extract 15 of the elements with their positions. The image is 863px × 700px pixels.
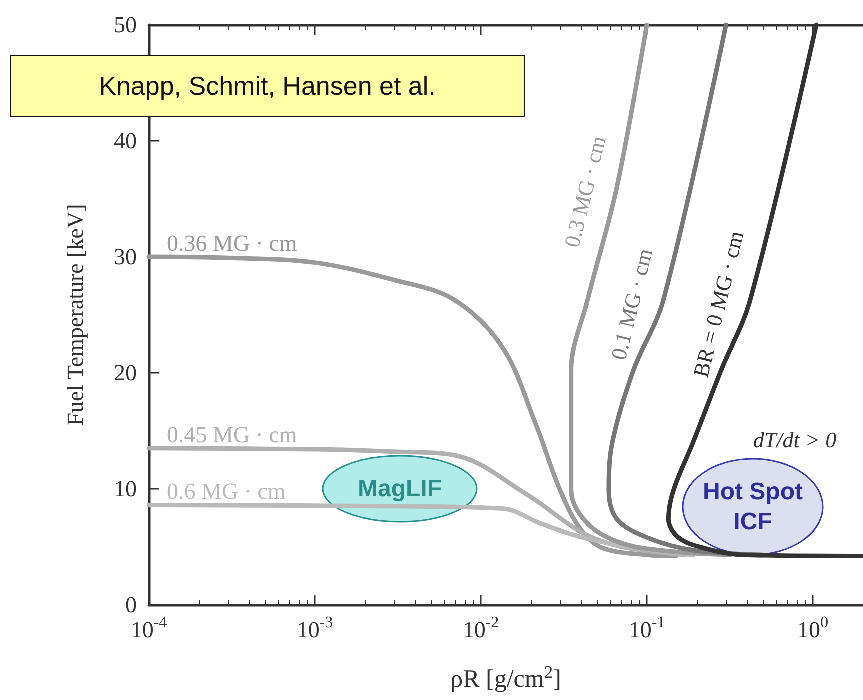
series-label: 0.45 MG · cm [167, 422, 298, 448]
y-tick-label: 20 [114, 360, 137, 386]
y-tick-label: 30 [114, 244, 137, 270]
annotation: Hot Spot ICF [703, 478, 803, 536]
y-tick-label: 0 [126, 592, 137, 618]
text: BR = 0 MG · cm [688, 228, 749, 380]
y-tick-label: 50 [114, 12, 137, 38]
annotation: dT/dt > 0 [753, 428, 837, 452]
annotation: MagLIF [358, 476, 442, 502]
y-tick-label: 40 [114, 128, 137, 154]
y-axis-title: Fuel Temperature [keV] [63, 204, 88, 426]
note-box: Knapp, Schmit, Hansen et al. [10, 55, 525, 117]
series-label: 0.6 MG · cm [167, 479, 286, 504]
y-tick-label: 10 [114, 476, 137, 502]
series-label: 0.36 MG · cm [167, 231, 298, 256]
